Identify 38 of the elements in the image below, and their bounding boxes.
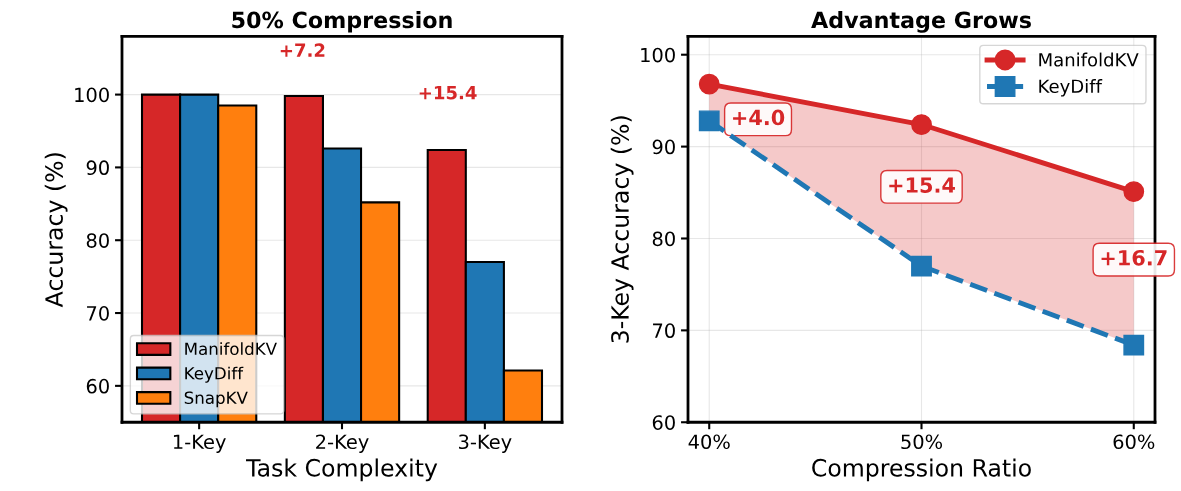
y-tick-label: 90: [86, 160, 109, 176]
y-tick-label: 70: [653, 323, 675, 339]
annotation: +4.0: [733, 109, 785, 126]
point: [911, 114, 932, 135]
annotation: +7.2: [280, 43, 325, 57]
y-tick-label: 60: [86, 378, 109, 394]
point: [1123, 181, 1145, 203]
y-tick-label: 100: [641, 47, 675, 63]
point: [698, 73, 720, 95]
annotation: +15.4: [419, 86, 477, 100]
y-tick-label: 90: [652, 139, 675, 155]
y-tick-label: 80: [86, 233, 109, 248]
y-tick-label: 100: [75, 87, 109, 103]
x-tick-label: 60%: [1113, 434, 1155, 450]
x-tick-label: 1-Key: [173, 434, 226, 453]
x-axis-title: Task Complexity: [246, 458, 438, 482]
y-axis-title: 3-Key Accuracy (%): [610, 116, 634, 343]
y-axis-title: Accuracy (%): [44, 153, 68, 308]
x-axis-title: Compression Ratio: [812, 458, 1031, 482]
chart-title: 50% Compression: [232, 11, 452, 33]
y-tick-label: 60: [652, 415, 675, 430]
legend-label: SnapKV: [184, 391, 248, 408]
legend-label: KeyDiff: [1039, 79, 1103, 97]
point: [698, 110, 720, 132]
chart-title: Advantage Grows: [811, 11, 1031, 33]
annotation: +15.4: [889, 177, 955, 193]
legend-label: ManifoldKV: [185, 342, 277, 356]
legend-label: ManifoldKV: [1039, 52, 1139, 67]
y-tick-label: 70: [87, 305, 109, 321]
legend-label: KeyDiff: [185, 366, 244, 383]
x-tick-label: 50%: [901, 434, 943, 450]
x-tick-label: 40%: [688, 434, 730, 450]
x-tick-label: 2-Key: [316, 434, 369, 453]
y-tick-label: 80: [652, 231, 675, 247]
annotation: +16.7: [1101, 249, 1167, 266]
x-tick-label: 3-Key: [459, 434, 512, 453]
point: [911, 255, 932, 277]
point: [1123, 334, 1145, 356]
